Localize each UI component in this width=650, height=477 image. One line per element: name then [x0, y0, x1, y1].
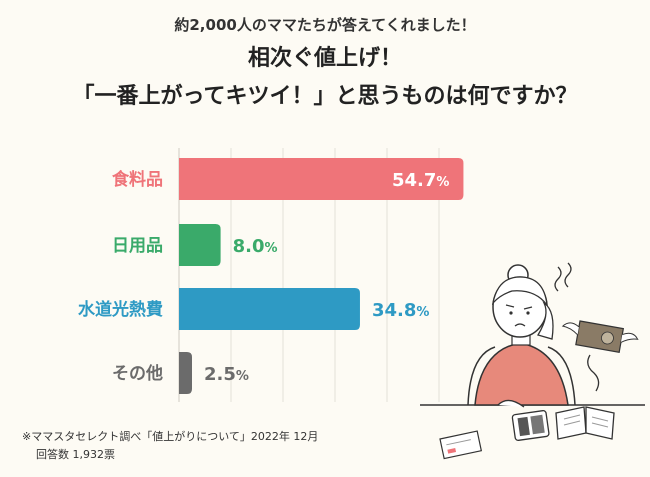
worried-woman-illustration: [420, 262, 645, 460]
value-label: 8.0%: [233, 236, 278, 257]
bar: [179, 288, 360, 330]
survey-source-note: ※ママスタセレクト調べ「値上がりについて」2022年 12月: [22, 430, 319, 443]
value-label: 54.7%: [392, 170, 449, 191]
category-label: 食料品: [112, 169, 163, 190]
category-label: その他: [112, 363, 163, 384]
chart-title-line1: 相次ぐ値上げ！: [247, 46, 402, 71]
chart-subtitle: 約2,000人のママたちが答えてくれました！: [174, 16, 476, 34]
chart-title-line2: 「一番上がってキツイ！」と思うものは何ですか？: [72, 84, 578, 109]
category-label: 日用品: [112, 236, 163, 256]
bar: [179, 224, 221, 266]
chart-footer: ※ママスタセレクト調べ「値上がりについて」2022年 12月 回答数 1,932…: [22, 428, 318, 463]
bar: [179, 352, 192, 394]
value-label: 2.5%: [204, 364, 249, 385]
bar: [179, 158, 464, 200]
category-label: 水道光熱費: [78, 299, 163, 320]
respondent-count: 回答数 1,932票: [36, 447, 115, 461]
value-label: 34.8%: [372, 300, 429, 321]
